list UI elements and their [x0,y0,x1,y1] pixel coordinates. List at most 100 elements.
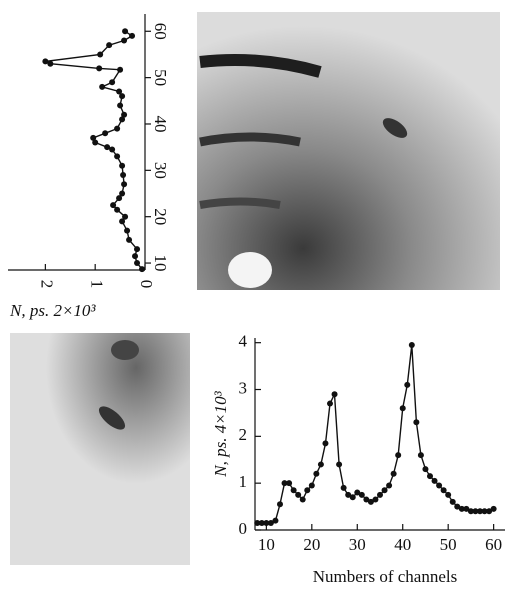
x-tick-label: 50 [440,535,457,554]
y-tick-label: 1 [87,280,106,289]
data-point [42,58,49,65]
y-tick-label: 3 [239,378,248,397]
data-point [114,153,121,160]
data-point [490,505,497,512]
data-point [102,130,109,137]
data-point [308,482,315,489]
data-point [134,260,141,267]
diffraction-image-bottom [10,333,190,565]
data-point [272,517,279,524]
y-axis-label: N, ps. 4×10³ [211,390,230,477]
x-axis-label: Numbers of channels [313,567,457,586]
data-point [110,202,117,209]
data-point [132,253,139,260]
data-point [408,342,415,349]
data-point [463,505,470,512]
y-tick-label: 2 [239,425,248,444]
x-tick-label: 20 [303,535,320,554]
data-point [458,505,465,512]
data-point [277,501,283,508]
series-line [257,344,494,524]
data-point [386,482,393,489]
data-point [120,171,127,178]
data-point [486,508,493,515]
data-point [126,236,133,243]
data-point [304,487,311,494]
data-point [340,484,347,491]
data-point [117,66,124,73]
data-point [472,508,479,515]
data-point [404,381,411,388]
y-tick-label: 4 [239,332,248,351]
data-point [431,477,438,484]
data-point [97,51,104,58]
x-tick-label: 30 [151,162,170,179]
data-point [129,32,136,39]
data-point [322,440,329,447]
data-point [445,491,452,498]
data-point [124,227,131,234]
data-point [116,195,123,202]
data-point [109,79,116,86]
data-point [349,494,356,501]
data-point [286,480,293,487]
data-point [413,419,420,426]
x-tick-label: 60 [485,535,502,554]
data-point [90,134,97,141]
data-point [299,496,306,503]
data-point [121,111,128,118]
data-point [440,487,447,494]
data-point [122,213,129,220]
data-point [331,391,338,398]
data-point [139,266,146,273]
data-point [121,37,128,44]
data-point [481,508,488,515]
data-point [254,519,261,526]
data-point [327,400,333,407]
y-tick-label: 0 [239,519,248,538]
data-point [454,503,461,510]
data-point [263,519,270,526]
data-point [104,144,111,151]
data-point [336,461,343,468]
data-point [106,42,113,49]
data-point [119,162,126,169]
data-point [119,218,126,225]
data-point [258,519,265,526]
diffraction-image-top [197,12,500,290]
data-point [377,491,383,498]
data-point [422,466,429,473]
data-point [449,498,456,505]
data-point [467,508,474,515]
x-tick-label: 20 [151,208,170,225]
data-point [358,491,365,498]
data-point [313,470,320,477]
data-point [121,181,128,188]
data-point [92,139,99,146]
data-point [119,190,126,197]
x-tick-label: 30 [349,535,366,554]
data-point [114,206,121,213]
data-point [119,93,126,100]
x-tick-label: 40 [151,115,170,132]
data-point [109,146,116,153]
data-point [290,487,297,494]
y-tick-label: 1 [239,472,248,491]
x-tick-label: 40 [394,535,411,554]
data-point [281,480,288,487]
data-point [363,496,370,503]
data-point [417,452,424,459]
data-point [367,498,374,505]
x-tick-label: 50 [151,69,170,86]
data-point [345,491,352,498]
data-point [267,519,274,526]
data-point [477,508,483,515]
data-point [436,482,443,489]
data-point [399,405,406,412]
data-point [99,83,106,90]
data-point [122,28,129,35]
data-point [114,125,121,132]
data-point [372,496,379,503]
data-point [116,88,123,95]
